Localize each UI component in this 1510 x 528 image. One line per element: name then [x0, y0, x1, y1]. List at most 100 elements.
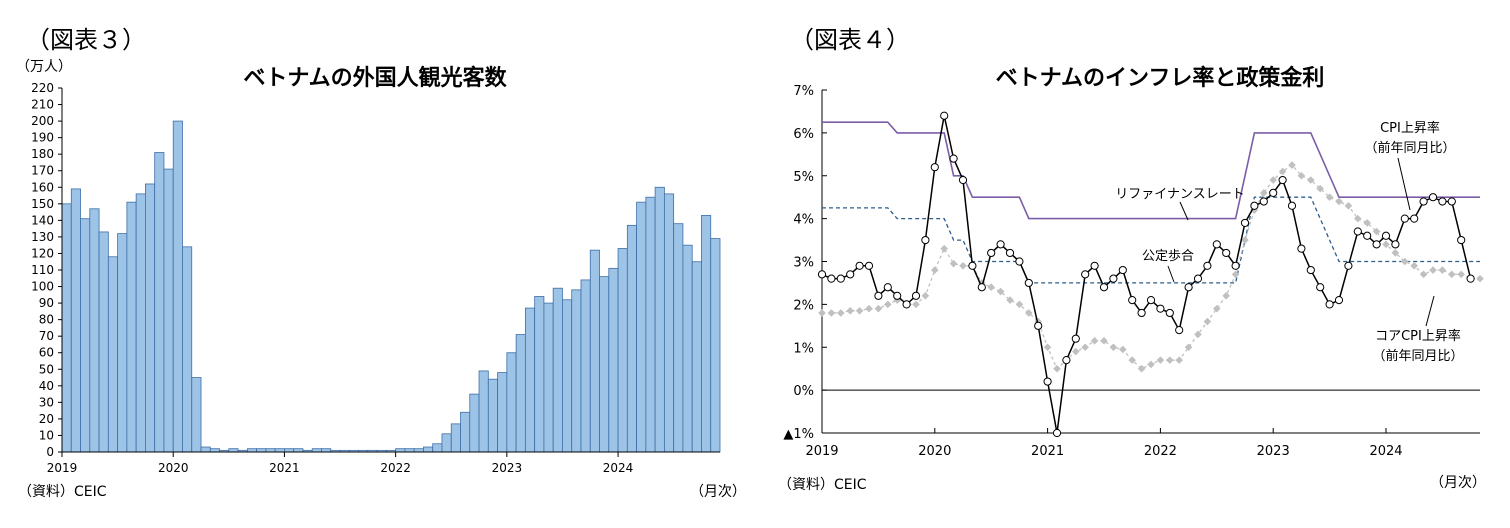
- cpi-point: [1269, 188, 1278, 197]
- bar: [701, 214, 712, 453]
- series-line-refinance-rate: [822, 121, 1480, 220]
- core-cpi-point: [1354, 214, 1362, 223]
- x-tick-label: 2022: [380, 461, 411, 475]
- cpi-point: [1128, 295, 1137, 305]
- y-tick-label: 160: [31, 180, 54, 194]
- bar: [117, 233, 128, 453]
- cpi-point: [1410, 214, 1419, 223]
- bar: [487, 378, 498, 453]
- core-cpi-point: [1015, 300, 1024, 309]
- core-cpi-point: [1429, 266, 1437, 274]
- bar: [552, 287, 563, 453]
- core-cpi-point: [1072, 347, 1080, 356]
- core-cpi-point: [855, 307, 864, 315]
- core-cpi-point: [1081, 343, 1089, 352]
- core-cpi-point: [1222, 292, 1230, 300]
- cpi-point: [874, 291, 883, 300]
- cpi-point: [949, 154, 958, 163]
- y-tick-label: 90: [39, 296, 54, 310]
- bar: [80, 218, 91, 453]
- cpi-point: [1062, 356, 1071, 365]
- y-tick-label: 30: [39, 395, 54, 409]
- cpi-point: [1222, 248, 1231, 258]
- bar: [599, 276, 610, 453]
- core-cpi-point: [1288, 161, 1296, 169]
- cpi-point: [1306, 265, 1315, 275]
- bar: [562, 299, 573, 453]
- y-tick-label: 180: [31, 147, 54, 161]
- cpi-annotation-leader: [1397, 157, 1411, 211]
- cpi-point: [1316, 283, 1325, 292]
- cpi-point: [921, 235, 930, 245]
- core-cpi-annotation-line1: コアCPI上昇率: [1375, 328, 1461, 344]
- core-cpi-point: [1184, 343, 1193, 352]
- bar: [98, 231, 109, 453]
- bar: [617, 248, 628, 453]
- y-tick-label: 6%: [793, 127, 814, 142]
- cpi-point: [1287, 201, 1297, 210]
- cpi-point: [1240, 218, 1250, 228]
- bar: [126, 201, 137, 453]
- x-tick-label: 2024: [603, 461, 634, 475]
- bar: [645, 196, 656, 453]
- cpi-point: [1212, 240, 1221, 249]
- core-cpi-point: [1156, 356, 1165, 364]
- bar: [191, 377, 202, 453]
- core-cpi-point: [1476, 274, 1484, 283]
- core-cpi-point: [1147, 360, 1155, 369]
- cpi-point: [1052, 428, 1062, 438]
- cpi-point: [1015, 257, 1024, 266]
- cpi-point: [1231, 261, 1240, 270]
- core-cpi-point: [1344, 201, 1353, 210]
- cpi-point: [1447, 197, 1456, 206]
- figure-4-panel: （図表４） ベトナムのインフレ率と政策金利 ▲1% 0% 1% 2% 3% 4% 5% 6% 7…: [770, 0, 1510, 528]
- bar: [61, 203, 72, 453]
- bar: [571, 289, 582, 453]
- core-cpi-annotation-leader: [1425, 295, 1435, 327]
- cpi-point: [1156, 304, 1165, 313]
- discount-annotation-leader: [1167, 265, 1175, 283]
- cpi-point: [1353, 227, 1362, 236]
- cpi-point: [1259, 197, 1268, 206]
- bar: [154, 152, 165, 453]
- bar: [200, 446, 211, 453]
- bar: [673, 223, 684, 453]
- x-tick-label: 2022: [1144, 444, 1177, 459]
- core-cpi-point: [1128, 356, 1136, 364]
- x-tick-label: 2024: [1369, 444, 1402, 459]
- y-tick-label: 5%: [793, 170, 814, 185]
- cpi-point: [1400, 214, 1409, 223]
- cpi-point: [1334, 295, 1344, 305]
- cpi-point: [846, 270, 855, 279]
- core-cpi-point: [987, 283, 995, 292]
- y-tick-label: 4%: [793, 213, 814, 228]
- cpi-point: [1391, 240, 1400, 249]
- core-cpi-point: [1297, 171, 1306, 180]
- bar: [441, 433, 452, 453]
- cpi-point: [836, 274, 845, 283]
- core-cpi-point: [1391, 249, 1400, 257]
- core-cpi-point: [1166, 356, 1174, 364]
- figure-3-x-unit: （月次）: [690, 484, 746, 500]
- core-cpi-point: [959, 261, 967, 270]
- core-cpi-point: [1448, 270, 1456, 279]
- core-cpi-point: [1419, 270, 1428, 279]
- core-cpi-point: [1090, 337, 1099, 345]
- bar: [497, 372, 508, 453]
- bar: [478, 370, 489, 453]
- y-tick-label: 1%: [793, 341, 814, 356]
- core-cpi-point: [818, 309, 826, 317]
- core-cpi-point: [921, 292, 930, 300]
- cpi-point: [1024, 278, 1033, 288]
- cpi-point: [1165, 308, 1174, 318]
- y-tick-label: 0%: [793, 384, 814, 399]
- cpi-point: [1118, 265, 1127, 275]
- core-cpi-point: [1231, 270, 1240, 279]
- figure-4-x-unit: （月次）: [1430, 475, 1486, 491]
- cpi-point: [1466, 274, 1475, 283]
- core-cpi-point: [1260, 189, 1268, 197]
- cpi-point: [977, 283, 986, 292]
- cpi-point: [1184, 283, 1193, 292]
- cpi-point: [940, 111, 949, 120]
- y-tick-label: 200: [31, 114, 54, 128]
